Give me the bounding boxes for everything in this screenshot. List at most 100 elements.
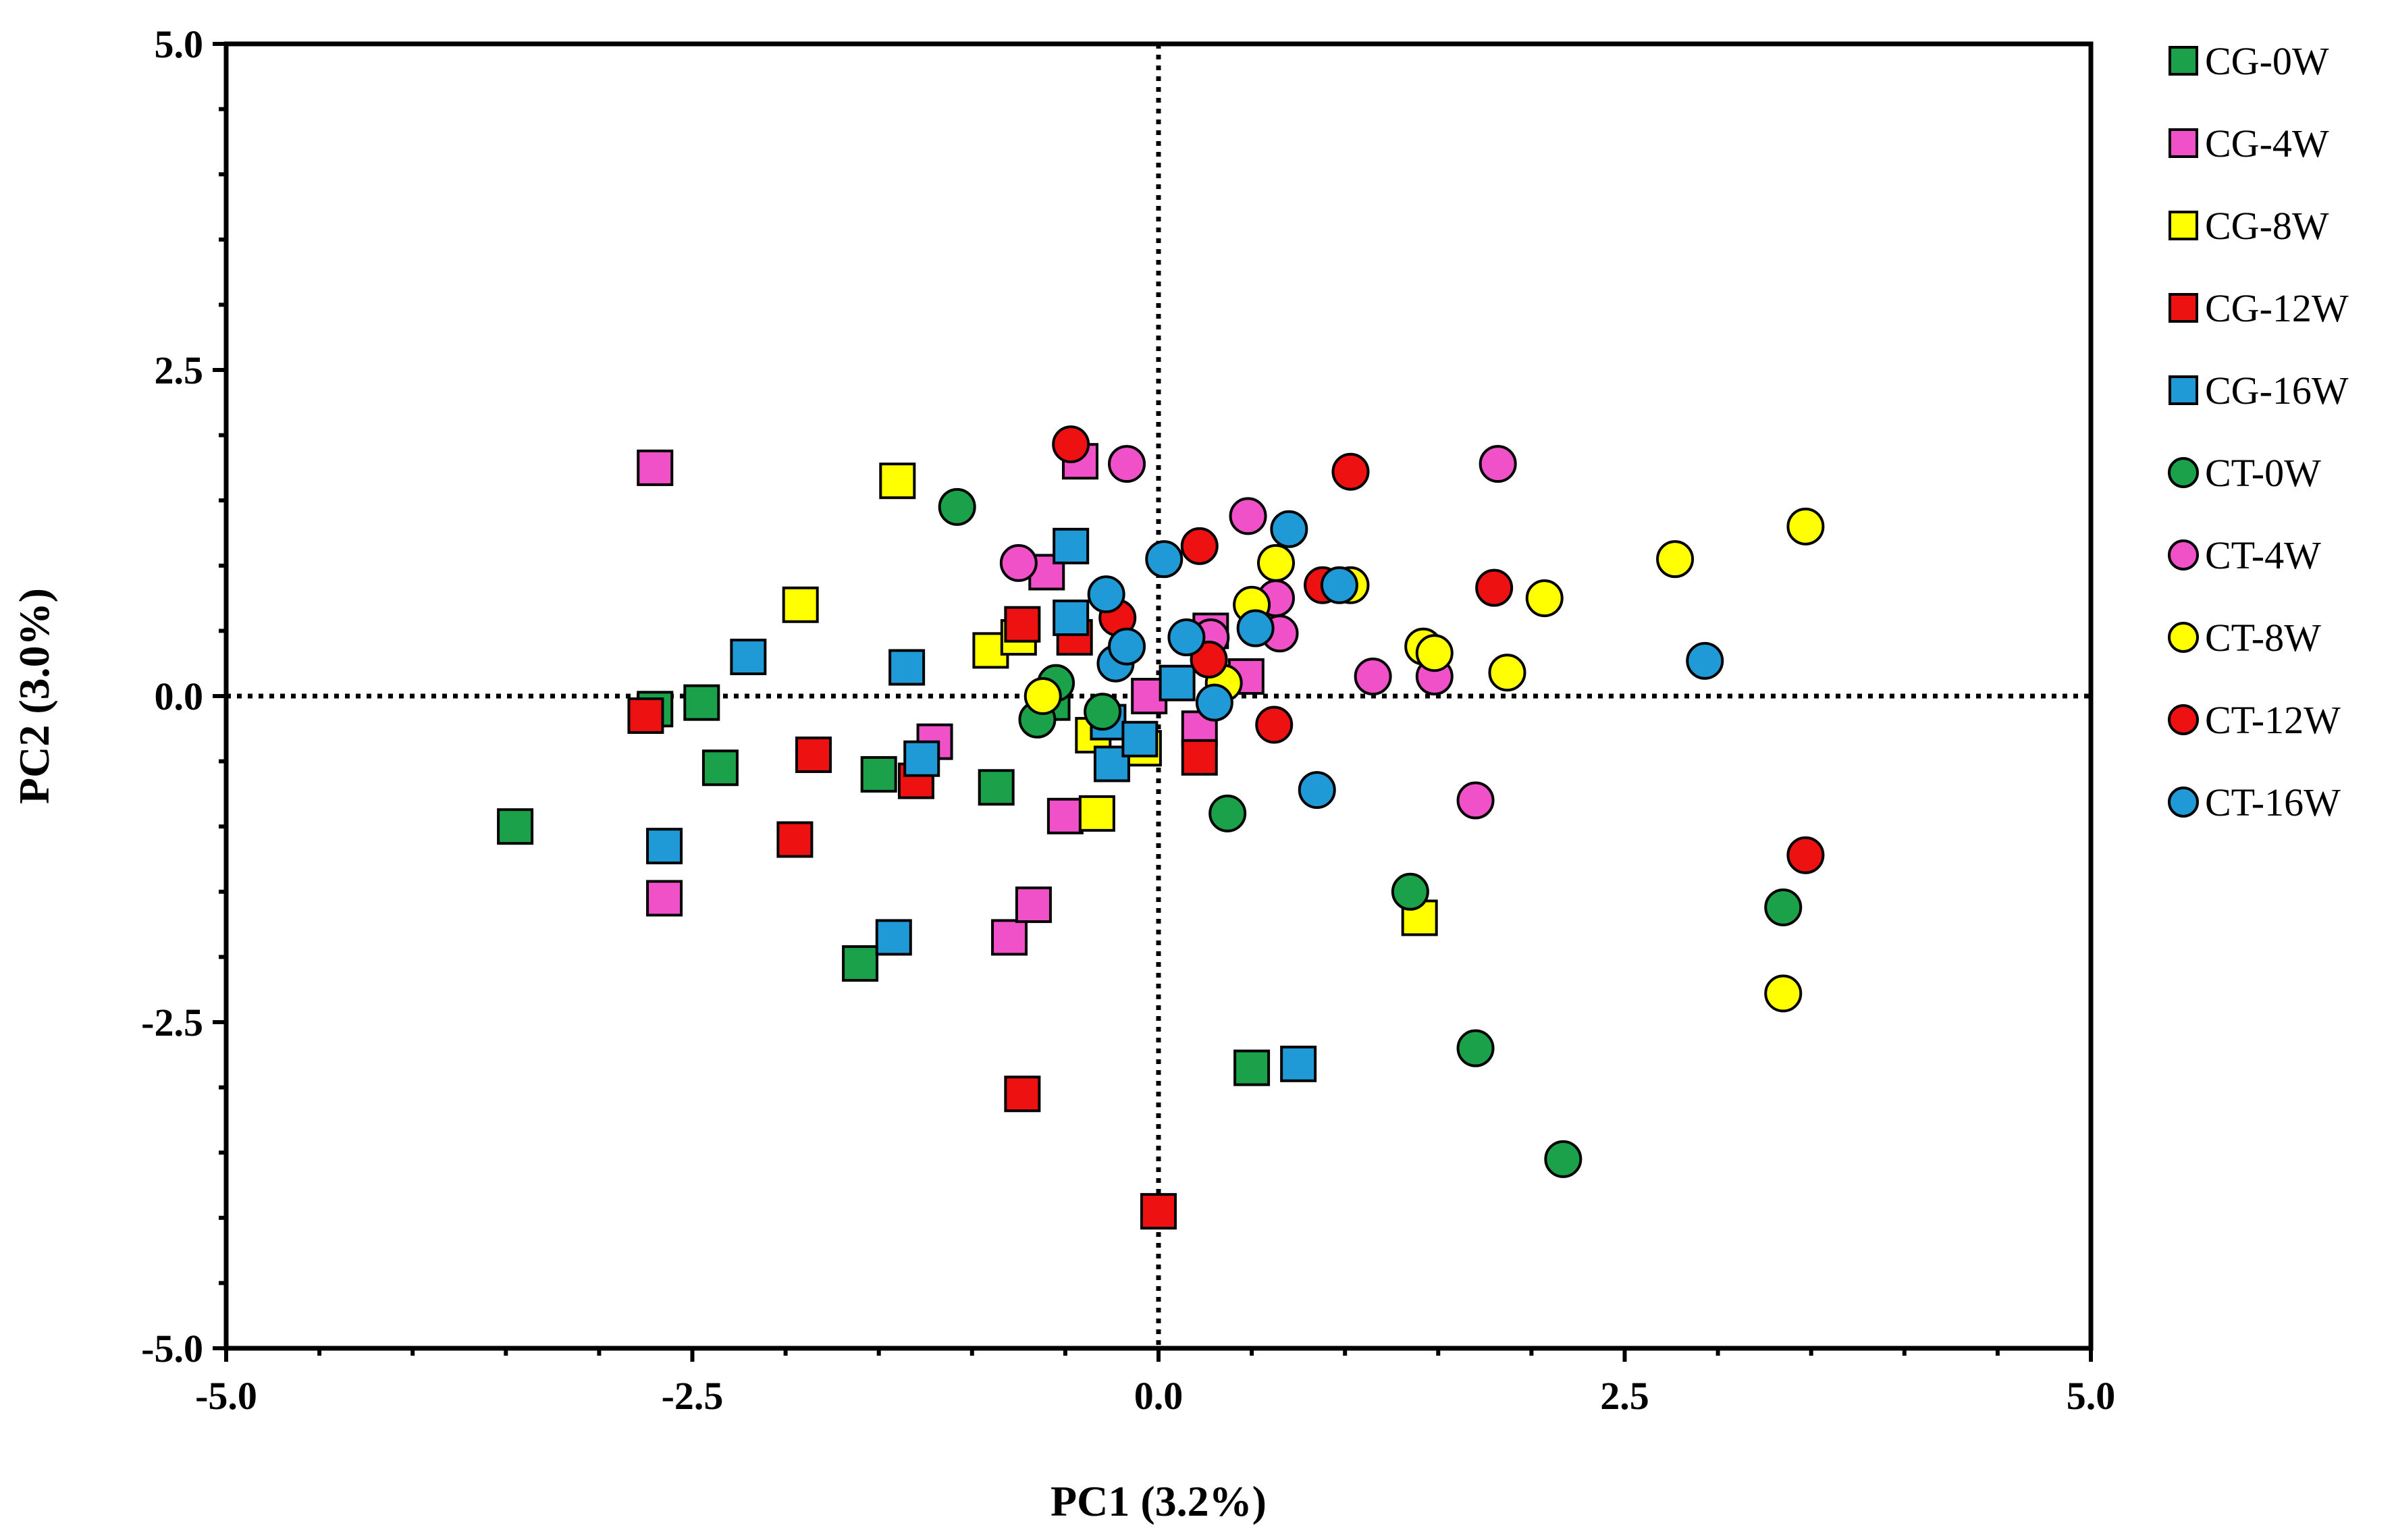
point-cg-12w [1140,1193,1177,1230]
point-ct-12w [1255,706,1294,744]
point-ct-8w [1764,974,1803,1013]
point-cg-12w [1181,739,1218,776]
y-axis-title: PC2 (3.0%) [10,588,58,804]
point-cg-0w [1233,1049,1271,1086]
point-cg-0w [860,755,897,793]
point-cg-12w [627,697,664,734]
legend-label-ct-16w: CT-16W [2205,780,2341,824]
point-ct-0w [938,487,976,526]
point-ct-16w [1087,575,1125,614]
point-ct-0w [1208,794,1247,832]
point-ct-12w [1052,425,1090,464]
point-cg-16w [888,649,926,686]
point-cg-16w [1053,527,1090,564]
x-tick-label: 2.5 [1600,1374,1649,1418]
y-tick-label: 0.0 [155,674,204,718]
point-ct-8w [1656,540,1695,579]
legend-label-cg-8w: CG-8W [2205,204,2329,248]
point-ct-8w [1786,507,1825,546]
point-ct-8w [1415,634,1454,672]
point-ct-16w [1167,618,1206,657]
legend-label-cg-0w: CG-0W [2205,39,2329,83]
legend-marker-cg-8w [2169,211,2198,240]
point-ct-0w [1391,872,1429,911]
legend-marker-cg-4w [2169,128,2198,158]
legend-marker-ct-16w [2168,787,2199,818]
point-ct-0w [1456,1029,1495,1067]
point-cg-16w [1280,1045,1317,1082]
point-ct-12w [1180,527,1219,565]
point-cg-0w [497,808,534,845]
point-ct-16w [1270,510,1308,548]
point-cg-0w [683,684,720,721]
point-ct-16w [1236,609,1275,647]
point-ct-8w [1525,579,1564,618]
legend-marker-ct-12w [2168,704,2199,735]
point-ct-4w [999,543,1038,582]
x-tick-label: 0.0 [1134,1374,1183,1418]
legend-marker-cg-0w [2169,46,2198,76]
point-cg-8w [879,462,916,500]
point-ct-4w [1229,497,1267,535]
point-ct-16w [1298,771,1336,809]
legend-label-ct-4w: CT-4W [2205,533,2321,577]
point-ct-0w [1544,1140,1582,1178]
point-ct-8w [1023,677,1062,715]
legend-marker-ct-8w [2168,622,2199,653]
point-cg-0w [978,769,1015,806]
point-cg-12w [795,736,832,773]
point-cg-12w [1004,606,1041,643]
point-cg-4w [991,919,1028,956]
point-cg-0w [701,749,739,787]
point-cg-16w [875,919,912,956]
x-tick-label: -2.5 [662,1374,724,1418]
y-tick-label: 5.0 [155,22,204,66]
point-ct-12w [1475,568,1514,607]
point-cg-4w [637,449,674,486]
point-ct-16w [1320,566,1358,604]
point-ct-16w [1686,641,1724,680]
x-axis-title: PC1 (3.2%) [1050,1477,1267,1525]
point-cg-12w [1004,1076,1041,1113]
point-ct-16w [1145,540,1183,579]
tick-labels: -5.0 -2.5 0.0 2.5 5.0 5.0 2.5 0.0 -2.5 -5.0 [141,22,2115,1418]
point-ct-4w [1354,658,1392,696]
point-cg-8w [1078,795,1115,832]
point-ct-12w [1786,836,1825,874]
point-cg-16w [903,740,940,777]
point-ct-12w [1190,640,1228,679]
point-ct-8w [1257,543,1296,582]
legend-marker-cg-12w [2169,293,2198,323]
point-ct-16w [1195,683,1233,722]
legend-marker-cg-16w [2169,375,2198,405]
point-ct-4w [1108,445,1146,483]
legend-label-cg-16w: CG-16W [2205,369,2349,413]
point-cg-0w [842,945,879,982]
axis-ticks [213,42,2093,1362]
point-ct-8w [1488,654,1526,692]
data-points [497,425,1825,1230]
legend-marker-ct-4w [2168,539,2199,570]
legend-label-ct-12w: CT-12W [2205,698,2341,742]
point-ct-0w [1084,693,1122,731]
y-tick-label: -2.5 [141,1001,203,1044]
x-tick-label: -5.0 [195,1374,257,1418]
point-ct-16w [1108,627,1146,666]
point-ct-4w [1479,445,1517,483]
point-cg-8w [782,586,819,623]
legend-label-ct-8w: CT-8W [2205,616,2321,660]
legend-marker-ct-0w [2168,457,2199,488]
point-ct-0w [1764,888,1803,926]
legend-label-ct-0w: CT-0W [2205,451,2321,495]
point-cg-16w [730,639,767,676]
y-tick-label: -5.0 [141,1327,203,1371]
point-cg-16w [1053,600,1090,637]
y-tick-label: 2.5 [155,348,204,392]
point-cg-12w [776,821,814,858]
x-tick-label: 5.0 [2067,1374,2116,1418]
point-ct-12w [1331,452,1370,491]
legend-label-cg-4w: CG-4W [2205,122,2329,165]
point-cg-4w [1015,886,1052,924]
point-cg-16w [1159,664,1196,701]
